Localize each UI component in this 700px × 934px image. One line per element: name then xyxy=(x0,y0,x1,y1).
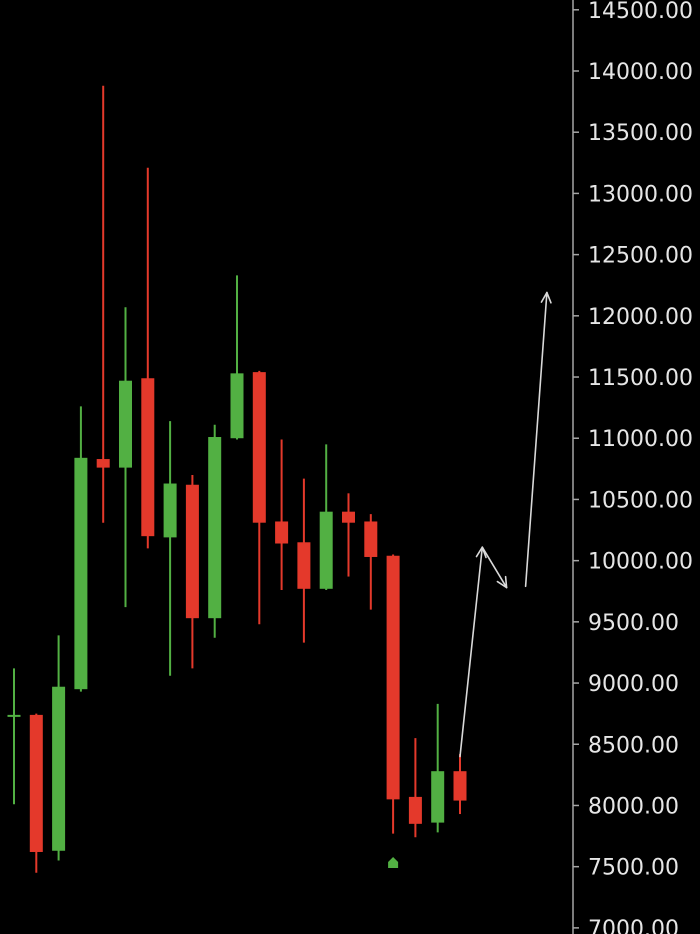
candle xyxy=(364,514,378,610)
candle xyxy=(342,493,355,577)
y-axis-ticks: 14500.00 14000.00 13500.00 13000.00 12500.00… xyxy=(573,0,693,934)
candle-body xyxy=(319,511,333,589)
candle-body xyxy=(453,771,467,801)
candle xyxy=(52,635,66,861)
y-tick-label: 13500.00 xyxy=(588,121,693,146)
candle xyxy=(386,554,400,834)
candle-body xyxy=(342,511,355,523)
candle xyxy=(275,439,289,591)
candle-body xyxy=(141,378,155,537)
projection-arrowhead xyxy=(504,575,508,589)
candle-body xyxy=(297,542,311,589)
candle xyxy=(453,754,467,815)
candle xyxy=(252,370,266,625)
y-tick-label: 7000.00 xyxy=(588,917,679,934)
candle xyxy=(119,307,132,608)
y-tick-label: 13000.00 xyxy=(588,182,693,207)
buy-signal-marker xyxy=(388,857,399,869)
y-tick-label: 11000.00 xyxy=(588,427,693,452)
candle xyxy=(431,703,445,833)
projection-leg-final xyxy=(524,291,548,588)
y-tick-label: 8000.00 xyxy=(588,794,679,819)
candle-body xyxy=(364,521,378,557)
y-tick-label: 8500.00 xyxy=(588,733,679,758)
candle xyxy=(297,478,311,643)
y-tick-label: 7500.00 xyxy=(588,856,679,881)
candle xyxy=(96,85,110,523)
candle xyxy=(141,167,155,549)
projection-arrowhead xyxy=(546,291,552,304)
candle-body xyxy=(74,457,88,690)
candle xyxy=(319,444,333,591)
candles-layer xyxy=(7,85,467,873)
candle xyxy=(29,713,43,873)
candle-body xyxy=(163,483,177,538)
candle-body xyxy=(386,555,400,800)
candle xyxy=(74,406,88,692)
candle xyxy=(230,275,244,440)
projection-layer xyxy=(459,291,552,758)
y-tick-label: 10000.00 xyxy=(588,550,693,575)
y-tick-label: 12000.00 xyxy=(588,305,693,330)
candle-body xyxy=(275,521,289,544)
candle-body xyxy=(52,686,66,851)
y-tick-label: 14500.00 xyxy=(588,0,693,24)
candle-body xyxy=(408,796,422,824)
candle-body xyxy=(208,437,222,619)
projection-leg-up xyxy=(459,546,484,758)
candle-body xyxy=(7,714,21,717)
y-tick-label: 9500.00 xyxy=(588,611,679,636)
candle xyxy=(408,738,422,838)
y-tick-label: 12500.00 xyxy=(588,244,693,269)
candle xyxy=(185,474,199,669)
candle-body xyxy=(431,771,445,823)
projection-arrowhead xyxy=(475,546,484,558)
projection-arrowhead xyxy=(540,291,548,303)
candle-body xyxy=(230,373,244,439)
y-tick-label: 11500.00 xyxy=(588,366,693,391)
candle-body xyxy=(29,714,43,852)
y-tick-label: 9000.00 xyxy=(588,672,679,697)
candle xyxy=(208,424,222,638)
candle xyxy=(163,421,177,676)
projection-leg-down xyxy=(481,546,508,589)
candle xyxy=(7,668,21,805)
candle-body xyxy=(252,372,266,523)
candle-body xyxy=(96,459,110,468)
y-tick-label: 14000.00 xyxy=(588,60,693,85)
candle-body xyxy=(185,484,199,619)
candle-body xyxy=(119,380,132,468)
y-tick-label: 10500.00 xyxy=(588,488,693,513)
projection-arrowhead xyxy=(496,580,508,589)
